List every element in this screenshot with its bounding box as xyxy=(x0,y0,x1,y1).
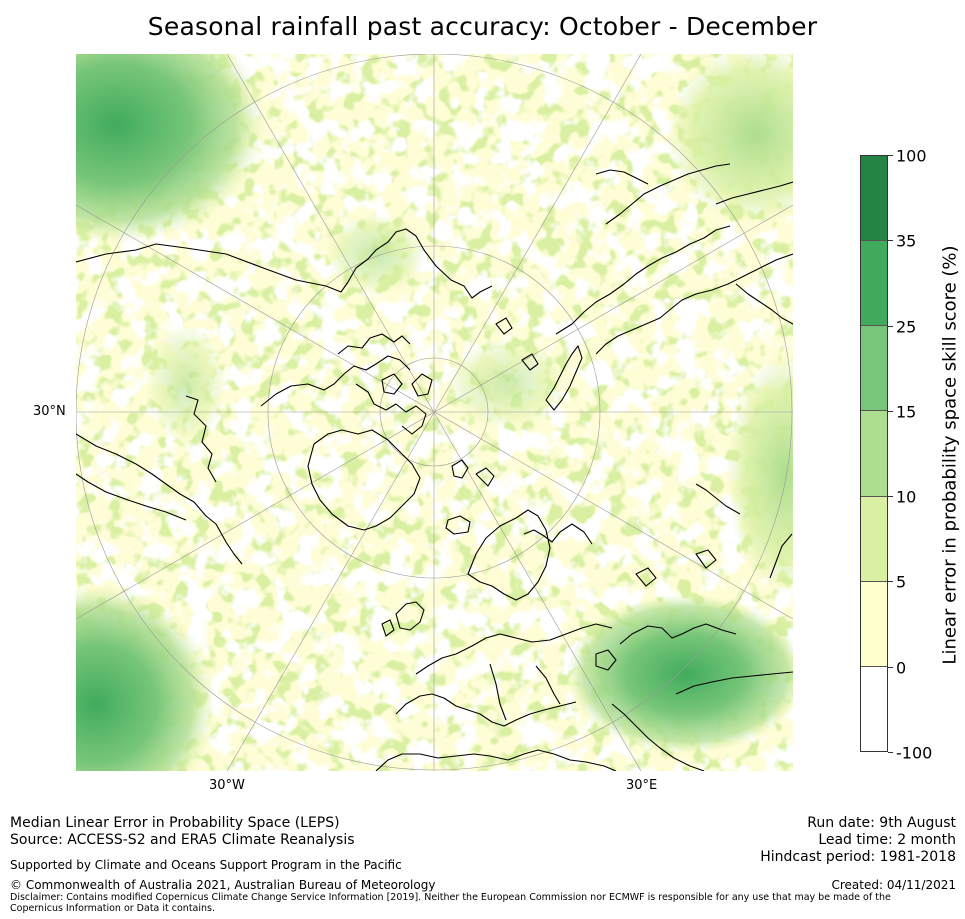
run-date: Run date: 9th August xyxy=(807,815,956,831)
colorbar-tick-label: 35 xyxy=(896,231,917,251)
colorbar-segment xyxy=(861,496,887,582)
colorbar-segment xyxy=(861,411,887,497)
colorbar-segment xyxy=(861,326,887,412)
colorbar-segment xyxy=(861,241,887,327)
colorbar-tick-label: 100 xyxy=(896,146,927,166)
polar-map xyxy=(76,54,793,771)
colorbar-segment xyxy=(861,666,887,751)
colorbar-segment xyxy=(861,156,887,242)
graticule xyxy=(76,54,793,771)
skill-region-southwest xyxy=(76,584,216,771)
colorbar-tick-mark xyxy=(888,410,893,412)
colorbar-tick-label: 25 xyxy=(896,317,917,337)
colorbar-tick-mark xyxy=(888,666,893,668)
colorbar-tick-label: 0 xyxy=(896,658,907,678)
footer-copyright: © Commonwealth of Australia 2021, Austra… xyxy=(10,878,436,892)
chart-title: Seasonal rainfall past accuracy: October… xyxy=(147,12,818,41)
colorbar-label: Linear error in probability space skill … xyxy=(939,245,961,665)
colorbar xyxy=(860,155,888,752)
colorbar-segment xyxy=(861,581,887,667)
coastlines xyxy=(76,163,793,771)
longitude-label-west: 30°W xyxy=(209,778,245,793)
latitude-label: 30°N xyxy=(33,404,66,419)
colorbar-tick-mark xyxy=(888,496,893,498)
longitude-label-east: 30°E xyxy=(626,778,658,793)
colorbar-tick-mark xyxy=(888,325,893,327)
footer-support: Supported by Climate and Oceans Support … xyxy=(10,858,402,872)
footer-disclaimer: Disclaimer: Contains modified Copernicus… xyxy=(10,892,891,914)
colorbar-tick-label: -100 xyxy=(896,743,933,763)
footer-method: Median Linear Error in Probability Space… xyxy=(10,815,340,831)
hindcast-period: Hindcast period: 1981-2018 xyxy=(760,849,956,865)
colorbar-tick-label: 10 xyxy=(896,487,917,507)
map-canvas xyxy=(76,54,793,771)
colorbar-tick-mark xyxy=(888,155,893,156)
skill-region-southeast xyxy=(566,594,793,754)
skill-region-northwest xyxy=(76,54,266,244)
colorbar-tick-mark xyxy=(888,240,893,242)
colorbar-tick-mark xyxy=(888,752,893,753)
lead-time: Lead time: 2 month xyxy=(818,832,956,848)
colorbar-tick-label: 15 xyxy=(896,402,917,422)
footer-source: Source: ACCESS-S2 and ERA5 Climate Reana… xyxy=(10,832,355,848)
colorbar-tick-label: 5 xyxy=(896,572,907,592)
colorbar-tick-mark xyxy=(888,581,893,583)
created-date: Created: 04/11/2021 xyxy=(831,878,956,892)
